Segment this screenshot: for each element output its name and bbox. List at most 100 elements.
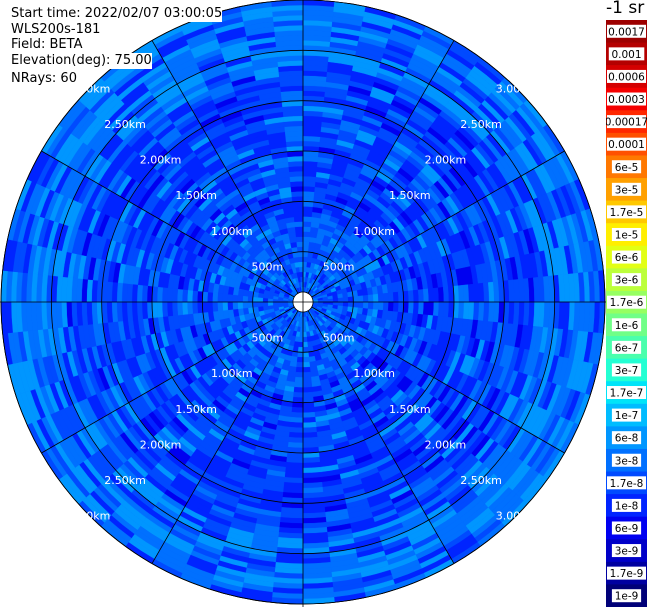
ppi-cell (302, 461, 321, 469)
ppi-cell (302, 231, 311, 238)
ppi-cell (212, 292, 219, 303)
ppi-cell (302, 436, 318, 444)
range-ring-label: 500m (323, 332, 355, 345)
ppi-cell (237, 294, 244, 303)
ppi-cell (302, 226, 312, 233)
ppi-cell (291, 406, 304, 413)
field-text: Field: BETA (11, 37, 83, 53)
ppi-cell (272, 301, 279, 306)
ppi-cell (171, 288, 179, 303)
ppi-cell (302, 206, 314, 213)
ppi-cell (302, 421, 317, 429)
ppi-cell (372, 293, 379, 303)
ppi-cell (294, 371, 304, 378)
ppi-cell (247, 295, 254, 303)
ppi-cell (262, 301, 269, 307)
ppi-cell (302, 381, 313, 388)
ppi-cell (377, 301, 384, 311)
range-ring-label: 3.00km (496, 510, 538, 523)
ppi-cell (417, 301, 425, 315)
ppi-cell (302, 155, 319, 163)
ppi-cell (207, 291, 214, 303)
ppi-cell (285, 140, 304, 148)
ppi-cell (299, 271, 304, 278)
ppi-cell (187, 301, 194, 315)
colorbar-tick-label: 0.0001 (608, 139, 645, 151)
ppi-cell (299, 266, 304, 273)
ppi-cell (227, 293, 234, 303)
colorbar-tick-label: 6e-7 (615, 342, 639, 354)
range-ring-label: 1.00km (353, 367, 395, 380)
instrument-text: WLS200s-181 (11, 22, 101, 38)
ppi-cell (302, 211, 313, 218)
ppi-cell (141, 301, 149, 320)
ppi-cell (156, 286, 164, 303)
ppi-cell (306, 341, 313, 348)
ppi-cell (295, 361, 304, 368)
ppi-cell (141, 284, 149, 303)
ppi-cell (296, 246, 304, 253)
ppi-cell (289, 170, 304, 178)
ppi-cell (212, 301, 219, 312)
ppi-cell (294, 226, 304, 233)
range-ring-label: 1.00km (211, 367, 253, 380)
colorbar-tick-label: 1e-8 (615, 500, 639, 512)
ppi-cell (291, 191, 304, 198)
ppi-cell (302, 160, 318, 168)
ppi-cell (232, 301, 239, 310)
ppi-cell (302, 356, 310, 363)
ppi-cell (377, 293, 384, 303)
ppi-cell (462, 284, 470, 303)
ppi-cell (412, 289, 419, 303)
range-ring-label: 1.50km (175, 189, 217, 202)
ppi-cell (302, 441, 319, 449)
range-ring-label: 2.00km (140, 154, 182, 167)
ppi-cell (302, 135, 321, 143)
range-ring-label: 3.00km (69, 510, 111, 523)
ppi-cell (298, 261, 304, 268)
start-time-text: Start time: 2022/02/07 03:00:05 (11, 6, 223, 22)
ppi-cell (290, 180, 304, 188)
ppi-cell (457, 284, 465, 303)
ppi-cell (397, 301, 404, 313)
ppi-cell (292, 396, 304, 403)
range-ring-label: 1.00km (211, 225, 253, 238)
ppi-cell (347, 301, 354, 308)
ppi-cell (288, 431, 304, 439)
ppi-cell (367, 301, 374, 310)
ppi-cell (192, 290, 199, 303)
ppi-cell (257, 297, 264, 303)
ppi-cell (166, 287, 174, 303)
colorbar-tick-label: 0.00017 (606, 117, 647, 129)
ppi-cell (442, 301, 450, 318)
ppi-cell (427, 301, 435, 316)
ppi-cell (289, 175, 304, 183)
ppi-cell (267, 301, 274, 306)
ppi-cell (136, 301, 144, 320)
ppi-cell (242, 301, 249, 309)
range-ring-label: 500m (252, 260, 284, 273)
ppi-cell (237, 301, 244, 310)
ppi-cell (298, 341, 304, 348)
ppi-cell (290, 186, 304, 193)
range-ring-label: 2.00km (425, 154, 467, 167)
ppi-cell (284, 466, 304, 474)
ppi-cell (136, 284, 144, 303)
ppi-cell (252, 301, 259, 308)
ppi-cell (306, 336, 312, 343)
ppi-cell (297, 346, 304, 353)
range-ring-label: 1.00km (353, 225, 395, 238)
ppi-cell (288, 160, 304, 168)
ppi-cell (171, 301, 179, 316)
ppi-cell (407, 290, 414, 303)
ppi-cell (442, 286, 450, 303)
ppi-cell (293, 381, 304, 388)
ppi-cell (288, 165, 304, 173)
ppi-cell (292, 201, 304, 208)
colorbar-tick-label: 1.7e-7 (610, 388, 644, 400)
range-ring-label: 2.00km (425, 438, 467, 451)
colorbar-tick-label: 6e-8 (615, 433, 639, 445)
colorbar-tick-label: 0.001 (611, 49, 641, 61)
ppi-cell (161, 301, 169, 317)
ppi-cell (176, 288, 184, 303)
